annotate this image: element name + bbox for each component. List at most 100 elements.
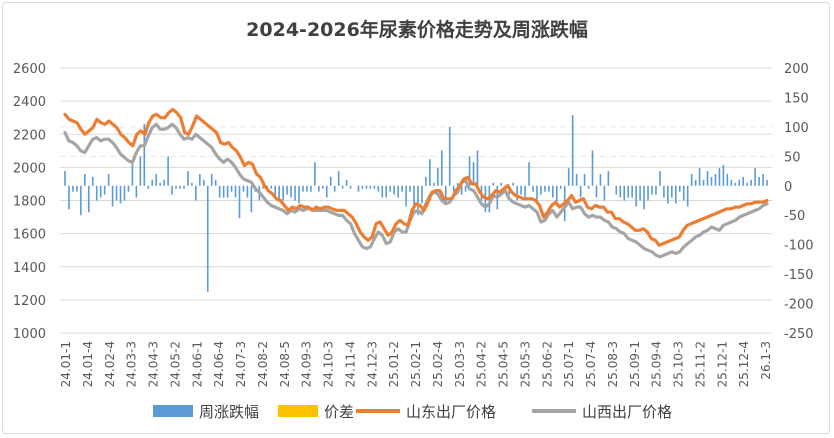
weekly-change-bar — [107, 174, 110, 186]
weekly-change-bar — [619, 185, 622, 198]
weekly-change-bar — [714, 174, 717, 186]
weekly-change-bar — [571, 115, 574, 186]
weekly-change-bar — [119, 185, 122, 204]
weekly-change-bar — [690, 174, 693, 186]
weekly-change-bar — [575, 174, 578, 186]
weekly-change-bar — [607, 171, 610, 186]
x-tick-label: 25.09-4 — [650, 341, 664, 387]
right-tick-label: 150 — [784, 91, 809, 106]
weekly-change-bar — [706, 171, 709, 186]
x-tick-label: 25.08-3 — [606, 341, 620, 387]
weekly-change-bar — [345, 179, 348, 186]
weekly-change-bar — [615, 185, 618, 195]
weekly-change-bar — [357, 185, 360, 192]
weekly-change-bar — [218, 185, 221, 198]
weekly-change-bar — [417, 185, 419, 216]
weekly-change-bar — [694, 179, 697, 186]
weekly-change-bar — [429, 159, 431, 186]
weekly-change-bar — [536, 185, 538, 201]
weekly-change-bar — [464, 185, 467, 192]
weekly-change-bar — [91, 176, 94, 186]
weekly-change-bar — [333, 185, 336, 192]
x-tick-label: 24.01-1 — [59, 341, 73, 387]
price-lines — [63, 107, 769, 259]
gridlines — [60, 67, 772, 334]
weekly-change-bar — [167, 156, 169, 186]
x-tick-label: 25.04-2 — [475, 341, 489, 387]
chart-title: 2024-2026年尿素价格走势及周涨跌幅 — [246, 18, 588, 41]
weekly-change-bar — [127, 185, 130, 192]
weekly-change-bar — [76, 185, 78, 192]
weekly-change-bar — [742, 176, 745, 186]
weekly-change-bar — [579, 185, 582, 198]
weekly-change-bar — [246, 185, 249, 198]
weekly-change-bar — [468, 156, 471, 186]
weekly-change-bar — [175, 185, 177, 189]
weekly-change-bar — [377, 185, 380, 192]
left-tick-label: 2400 — [13, 95, 46, 110]
weekly-change-bar — [195, 185, 197, 201]
x-tick-label: 25.03-3 — [453, 341, 467, 387]
weekly-change-bar — [325, 185, 328, 198]
x-tick-label: 24.08-5 — [278, 341, 292, 387]
weekly-change-bar — [123, 185, 126, 201]
weekly-change-bar — [337, 171, 340, 186]
weekly-change-bar — [710, 176, 713, 186]
weekly-change-bar — [413, 185, 415, 210]
weekly-change-bar — [226, 185, 229, 198]
weekly-change-bar — [647, 185, 649, 201]
weekly-change-bar — [440, 150, 443, 186]
weekly-change-bar — [163, 179, 165, 186]
weekly-change-bar — [559, 185, 562, 189]
weekly-change-bar — [210, 174, 213, 186]
x-tick-label: 24.07-3 — [234, 341, 248, 387]
weekly-change-bar — [397, 185, 399, 198]
x-tick-label: 24.01-4 — [81, 341, 95, 387]
left-tick-label: 2200 — [13, 128, 46, 143]
weekly-change-bar — [631, 185, 633, 198]
weekly-change-bar — [623, 185, 626, 201]
weekly-change-bar — [381, 185, 384, 198]
chart-frame — [2, 2, 830, 434]
weekly-change-bar — [401, 185, 403, 192]
weekly-change-bar — [393, 185, 395, 195]
x-tick-label: 24.10-3 — [322, 341, 336, 387]
weekly-change-bar — [627, 185, 629, 198]
x-tick-label: 25.12-4 — [737, 341, 751, 387]
weekly-change-bar — [171, 185, 173, 195]
right-tick-label: -100 — [784, 239, 814, 254]
x-tick-label: 25.02-4 — [431, 341, 445, 387]
x-tick-label: 25.07-1 — [562, 341, 576, 387]
left-tick-label: 2000 — [13, 161, 46, 176]
weekly-change-bar — [361, 185, 364, 189]
weekly-change-bar — [738, 179, 741, 186]
weekly-change-bar — [425, 176, 427, 186]
weekly-change-bar — [321, 185, 324, 189]
weekly-change-bar — [84, 174, 86, 186]
weekly-change-bar — [155, 174, 158, 186]
weekly-change-bar — [548, 185, 550, 192]
legend-swatch — [153, 405, 193, 417]
weekly-change-bar — [671, 185, 673, 198]
weekly-change-bar — [270, 185, 273, 189]
x-tick-label: 25.07-4 — [584, 341, 598, 387]
x-axis: 24.01-1 24.01-4 24.02-4 24.03-3 24.04-3 24.05… — [59, 341, 773, 387]
weekly-change-bar — [452, 185, 455, 192]
weekly-change-bar — [310, 185, 312, 192]
weekly-change-bar — [528, 162, 530, 186]
weekly-change-bar — [532, 185, 534, 192]
weekly-change-bar — [552, 185, 554, 198]
weekly-change-bar — [143, 123, 146, 186]
right-axis: -250 -200 -150 -100 -50 0 50 100 150 200 — [784, 62, 814, 342]
weekly-change-bar — [567, 168, 570, 186]
weekly-change-bars — [64, 115, 768, 292]
weekly-change-bar — [583, 174, 586, 186]
weekly-change-bar — [99, 185, 102, 198]
right-tick-label: -250 — [784, 327, 814, 342]
legend: 周涨跌幅 价差 山东出厂价格 山西出厂价格 — [153, 403, 672, 421]
right-tick-label: 100 — [784, 121, 809, 136]
weekly-change-bar — [318, 185, 320, 192]
weekly-change-bar — [516, 185, 518, 201]
weekly-change-bar — [151, 179, 154, 186]
